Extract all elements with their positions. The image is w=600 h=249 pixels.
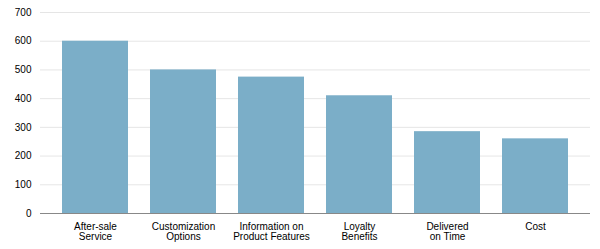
svg-text:600: 600 <box>15 35 32 46</box>
svg-text:Deliveredon Time: Deliveredon Time <box>426 221 468 242</box>
svg-text:Cost: Cost <box>525 221 546 232</box>
svg-text:Information onProduct Features: Information onProduct Features <box>233 221 310 242</box>
svg-text:500: 500 <box>15 64 32 75</box>
svg-text:300: 300 <box>15 122 32 133</box>
svg-text:0: 0 <box>26 208 32 219</box>
svg-text:LoyaltyBenefits: LoyaltyBenefits <box>341 221 377 242</box>
svg-text:CustomizationOptions: CustomizationOptions <box>152 221 215 242</box>
svg-text:After-saleService: After-saleService <box>74 221 117 242</box>
svg-text:700: 700 <box>15 7 32 18</box>
svg-text:100: 100 <box>15 179 32 190</box>
svg-text:400: 400 <box>15 93 32 104</box>
svg-text:200: 200 <box>15 150 32 161</box>
